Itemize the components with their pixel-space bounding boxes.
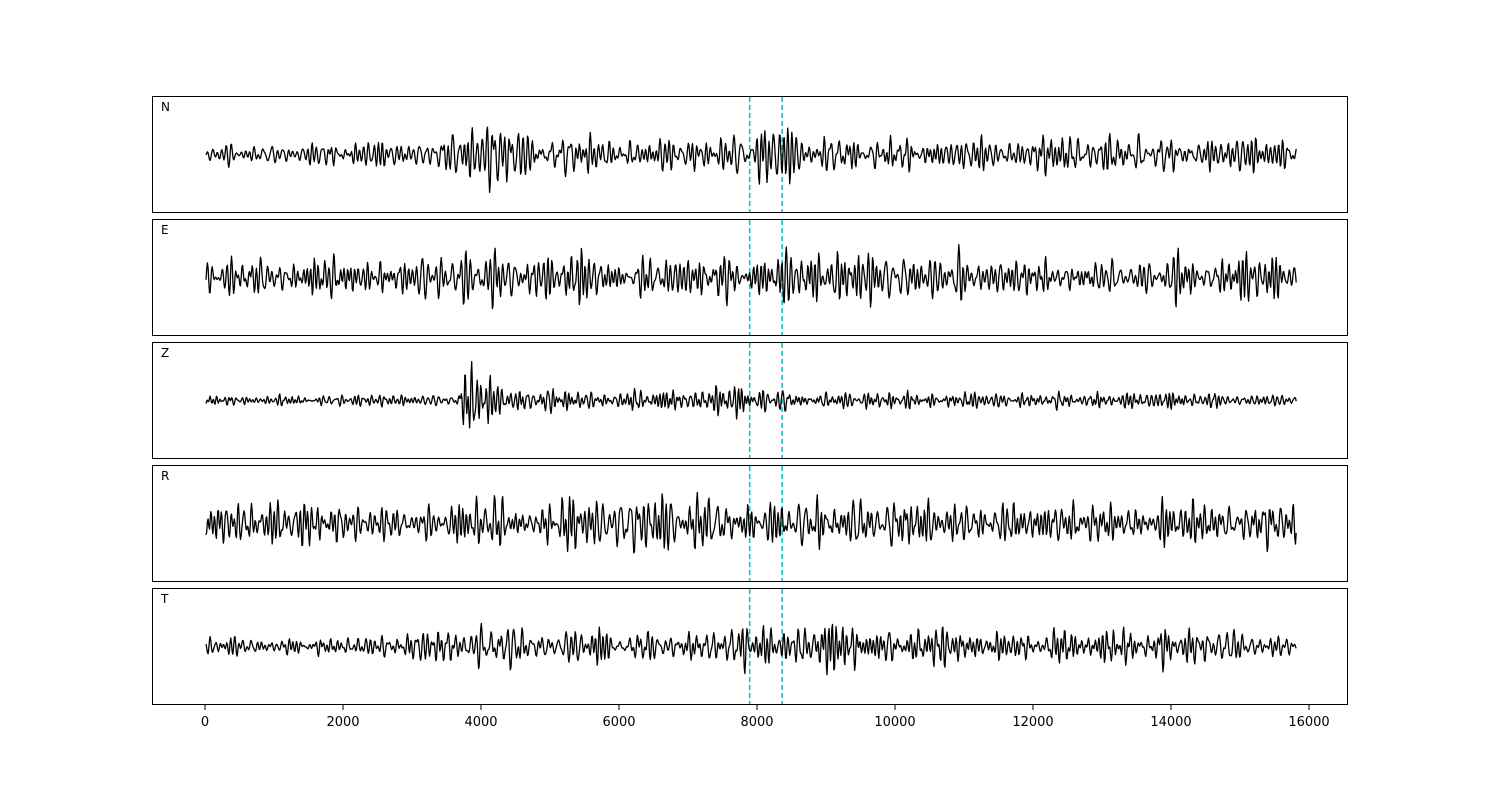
x-axis-tick-label: 4000 <box>464 715 497 730</box>
x-axis-tick-label: 14000 <box>1150 715 1191 730</box>
channel-label-T: T <box>161 592 169 606</box>
x-axis: 0 2000 4000 6000 8000 10000 12000 14000 16000 <box>201 705 1330 730</box>
waveform-canvas-Z <box>205 343 1297 458</box>
x-axis-tick-label: 16000 <box>1288 715 1329 730</box>
panel-E: E <box>152 219 1348 336</box>
x-axis-tick-label: 12000 <box>1012 715 1053 730</box>
panel-T: T <box>152 588 1348 705</box>
panel-N: N <box>152 96 1348 213</box>
x-axis-tick-label: 8000 <box>740 715 773 730</box>
waveform-trace-N <box>205 126 1297 194</box>
panel-R: R <box>152 465 1348 582</box>
x-axis-tick-label: 2000 <box>326 715 359 730</box>
waveform-trace-E <box>205 244 1297 310</box>
x-axis-tick-label: 0 <box>201 715 209 730</box>
waveform-trace-Z <box>205 361 1297 429</box>
channel-label-N: N <box>161 100 170 114</box>
waveform-trace-T <box>205 622 1297 676</box>
waveform-canvas-E <box>205 220 1297 335</box>
waveform-canvas-R <box>205 466 1297 581</box>
panel-Z: Z <box>152 342 1348 459</box>
waveform-canvas-N <box>205 97 1297 212</box>
waveform-trace-R <box>205 491 1297 554</box>
x-axis-tick-label: 10000 <box>874 715 915 730</box>
channel-label-Z: Z <box>161 346 170 360</box>
waveform-canvas-T <box>205 589 1297 704</box>
x-axis-tick-label: 6000 <box>602 715 635 730</box>
channel-label-E: E <box>161 223 169 237</box>
channel-label-R: R <box>161 469 170 483</box>
